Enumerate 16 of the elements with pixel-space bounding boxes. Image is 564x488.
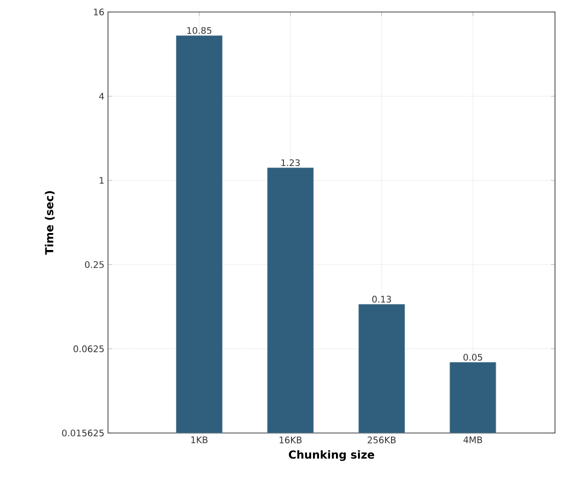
data-label: 1.23 (281, 159, 300, 166)
x-tick-label: 1KB (191, 436, 208, 444)
y-tick-label: 1 (100, 177, 104, 184)
x-axis-title: Chunking size (288, 450, 374, 461)
x-tick-label: 256KB (368, 436, 396, 444)
y-tick-label: 4 (99, 92, 104, 100)
data-label: 0.05 (463, 354, 482, 361)
x-tick-label: 16KB (280, 436, 302, 444)
y-tick-label: 0.25 (85, 261, 104, 268)
data-label: 0.13 (372, 296, 391, 303)
data-label: 10.85 (187, 27, 212, 34)
x-tick-label: 4MB (464, 436, 482, 444)
y-axis-title: Time (sec) (44, 191, 55, 255)
y-tick-label: 0.015625 (62, 430, 104, 436)
y-tick-label: 16 (94, 8, 104, 16)
y-tick-label: 0.0625 (74, 345, 104, 352)
